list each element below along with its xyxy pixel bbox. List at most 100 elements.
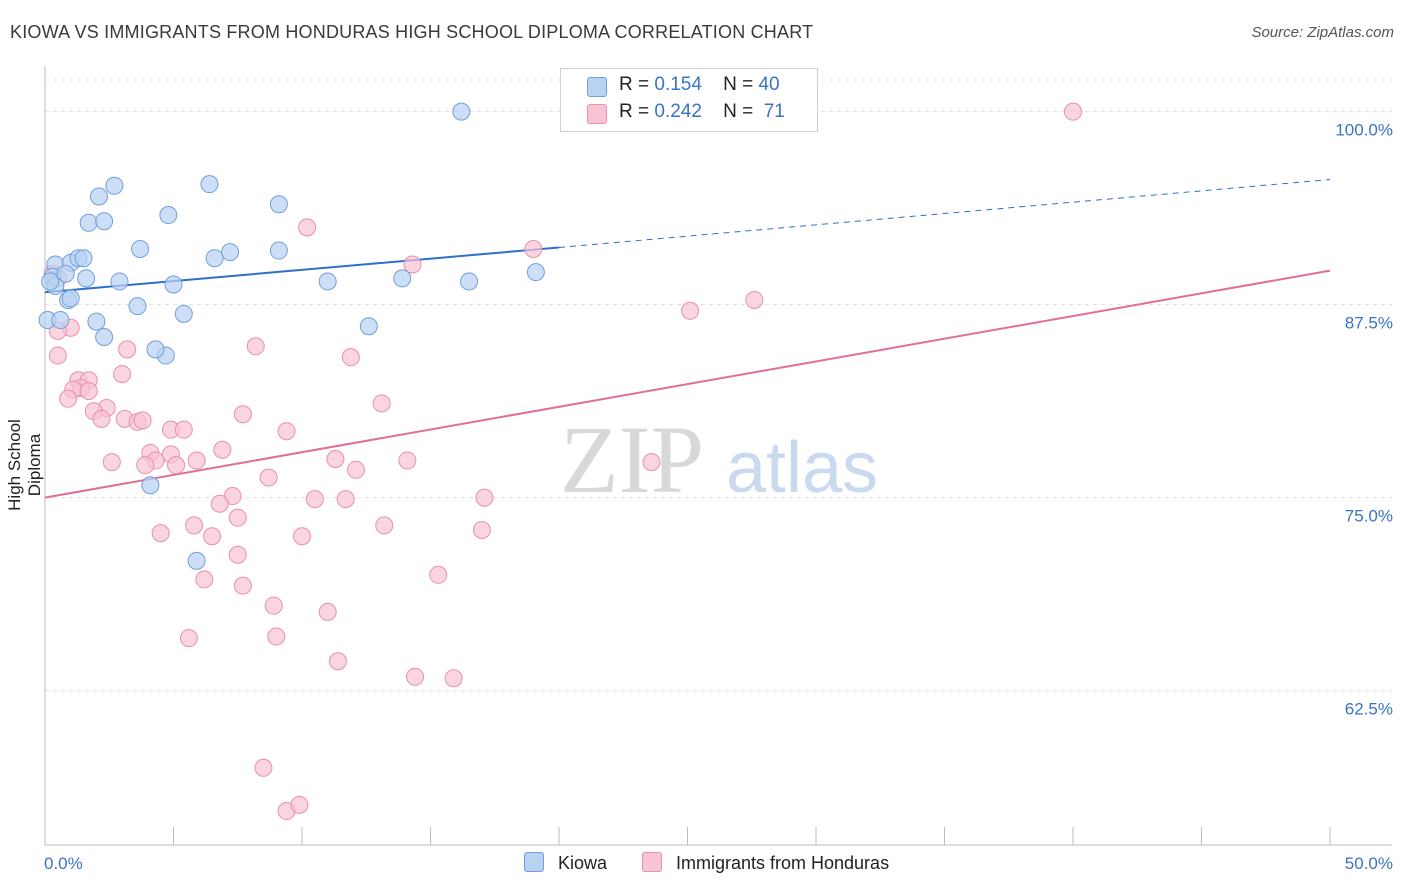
- kiowa-point: [95, 212, 114, 231]
- honduras-point: [305, 490, 324, 509]
- honduras-point: [254, 758, 273, 777]
- y-tick-label: 100.0%: [1335, 121, 1393, 140]
- kiowa-point: [74, 249, 93, 268]
- honduras-point: [79, 382, 98, 401]
- y-tick-label: 75.0%: [1345, 507, 1393, 526]
- n-value: 40: [758, 74, 780, 95]
- legend-text-kiowa: R = 0.154 N = 40: [619, 74, 780, 96]
- honduras-point: [246, 337, 265, 356]
- honduras-point: [185, 516, 204, 535]
- kiowa-trend-line: [44, 246, 560, 294]
- honduras-point: [745, 290, 764, 309]
- honduras-point: [346, 460, 365, 479]
- honduras-point: [167, 456, 186, 475]
- honduras-point: [524, 240, 543, 259]
- kiowa-point: [164, 275, 183, 294]
- honduras-point: [318, 602, 337, 621]
- honduras-point: [341, 348, 360, 367]
- correlation-legend: R = 0.154 N = 40 R = 0.242 N = 71: [560, 68, 818, 132]
- kiowa-point: [174, 304, 193, 323]
- n-label: N =: [723, 74, 754, 95]
- n-value: 71: [763, 101, 785, 122]
- tick-labels: 62.5% 75.0% 87.5% 100.0% 0.0% 50.0%: [44, 121, 1393, 873]
- honduras-swatch: [587, 104, 607, 124]
- axes: [44, 66, 1392, 846]
- honduras-point: [228, 545, 247, 564]
- kiowa-point: [460, 272, 479, 291]
- kiowa-legend-label: Kiowa: [558, 853, 608, 873]
- y-tick-label: 62.5%: [1345, 700, 1393, 719]
- honduras-point: [372, 394, 391, 413]
- honduras-point: [264, 596, 283, 615]
- kiowa-point: [79, 213, 98, 232]
- honduras-legend-swatch: [642, 852, 662, 872]
- kiowa-point: [393, 269, 412, 288]
- honduras-point: [187, 451, 206, 470]
- kiowa-point: [110, 272, 129, 291]
- honduras-point: [336, 490, 355, 509]
- honduras-point: [298, 218, 317, 237]
- honduras-point: [233, 576, 252, 595]
- x-tick-label-max: 50.0%: [1345, 854, 1393, 873]
- kiowa-point: [41, 272, 60, 291]
- honduras-trend-line: [44, 269, 1331, 499]
- kiowa-point: [187, 551, 206, 570]
- kiowa-point: [141, 476, 160, 495]
- kiowa-point: [526, 263, 545, 282]
- honduras-point: [228, 508, 247, 527]
- honduras-point: [118, 340, 137, 359]
- source-label: Source: ZipAtlas.com: [1251, 24, 1394, 41]
- legend-text-honduras: R = 0.242 N = 71: [619, 101, 785, 123]
- honduras-point: [151, 524, 170, 543]
- kiowa-point: [105, 176, 124, 195]
- kiowa-point: [87, 312, 106, 331]
- honduras-point: [375, 516, 394, 535]
- gridlines: [45, 79, 1392, 692]
- honduras-point: [406, 667, 425, 686]
- honduras-point: [213, 440, 232, 459]
- honduras-point: [48, 346, 67, 365]
- kiowa-swatch: [587, 77, 607, 97]
- r-label: R =: [619, 101, 650, 122]
- honduras-point: [59, 389, 78, 408]
- honduras-point: [293, 527, 311, 546]
- honduras-point: [1064, 102, 1082, 121]
- honduras-point: [102, 453, 121, 472]
- r-value: 0.242: [654, 101, 702, 122]
- honduras-point: [233, 405, 252, 424]
- r-value: 0.154: [654, 74, 702, 95]
- honduras-point: [472, 521, 491, 540]
- watermark-atlas: atlas: [726, 428, 878, 508]
- honduras-point: [92, 409, 111, 428]
- kiowa-point: [95, 328, 114, 347]
- honduras-point: [398, 451, 417, 470]
- kiowa-point: [221, 243, 240, 262]
- kiowa-point: [159, 206, 178, 225]
- kiowa-legend-swatch: [524, 852, 544, 872]
- chart-title: KIOWA VS IMMIGRANTS FROM HONDURAS HIGH S…: [10, 22, 814, 42]
- honduras-point: [277, 422, 296, 441]
- kiowa-point: [128, 297, 147, 316]
- y-axis-label: High School Diploma: [5, 419, 44, 511]
- bottom-legend-kiowa: Kiowa: [524, 852, 607, 874]
- n-label: N =: [723, 101, 754, 122]
- honduras-point: [174, 420, 193, 439]
- honduras-point: [136, 456, 155, 475]
- trend-lines: [44, 179, 1331, 499]
- honduras-point: [210, 494, 229, 513]
- honduras-point: [403, 255, 422, 274]
- kiowa-point: [51, 311, 70, 330]
- honduras-point: [444, 669, 463, 688]
- x-tick-label-min: 0.0%: [44, 854, 83, 873]
- kiowa-point: [61, 289, 80, 308]
- kiowa-point: [452, 102, 471, 121]
- watermark: ZIP atlas: [560, 406, 878, 513]
- kiowa-point: [318, 272, 337, 291]
- honduras-point: [429, 565, 448, 584]
- kiowa-point: [205, 249, 224, 268]
- kiowa-point: [56, 264, 75, 283]
- kiowa-point: [200, 175, 219, 194]
- honduras-point: [681, 301, 700, 320]
- honduras-point: [642, 453, 661, 472]
